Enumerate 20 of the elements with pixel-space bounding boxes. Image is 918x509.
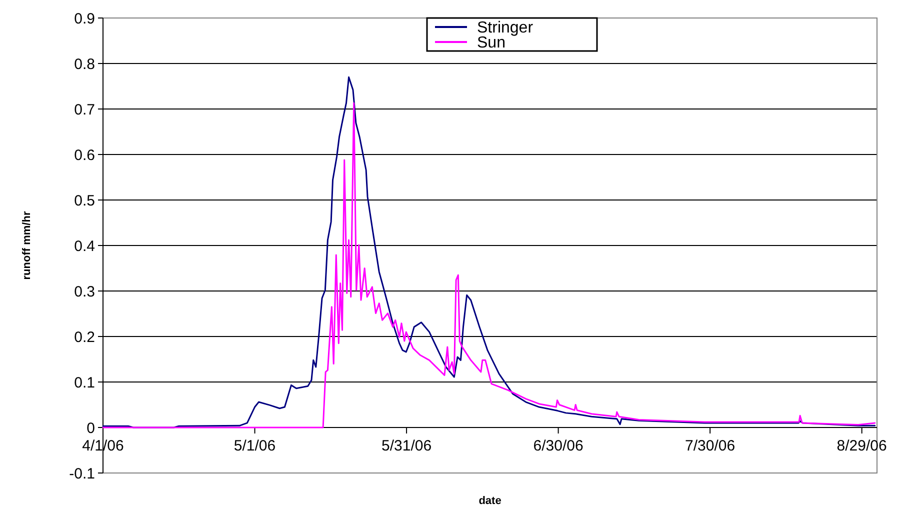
- x-axis-title: date: [478, 495, 502, 507]
- y-tick-label: 0.8: [74, 56, 95, 73]
- y-tick-label: 0.6: [74, 146, 95, 164]
- y-tick-label: 0.9: [74, 10, 95, 28]
- x-tick-label: 6/30/06: [533, 438, 584, 454]
- y-tick-label: 0.4: [74, 238, 95, 255]
- x-tick-label: 5/1/06: [234, 438, 276, 454]
- y-tick-label: 0.1: [74, 374, 95, 392]
- y-tick-label: 0.3: [74, 283, 95, 300]
- legend-label: Stringer: [477, 20, 534, 37]
- x-tick-label: 8/29/06: [836, 438, 887, 454]
- legend-label: Sun: [477, 34, 506, 52]
- y-tick-label: 0.2: [74, 328, 95, 346]
- y-axis-title: runoff mm/hr: [21, 210, 33, 280]
- y-tick-label: 0.5: [74, 192, 95, 210]
- y-tick-label: 0: [86, 420, 95, 437]
- x-tick-label: 7/30/06: [685, 438, 736, 454]
- x-tick-label: 5/31/06: [382, 438, 432, 454]
- y-tick-label: 0.7: [74, 101, 95, 118]
- y-tick-label: -0.1: [69, 465, 95, 482]
